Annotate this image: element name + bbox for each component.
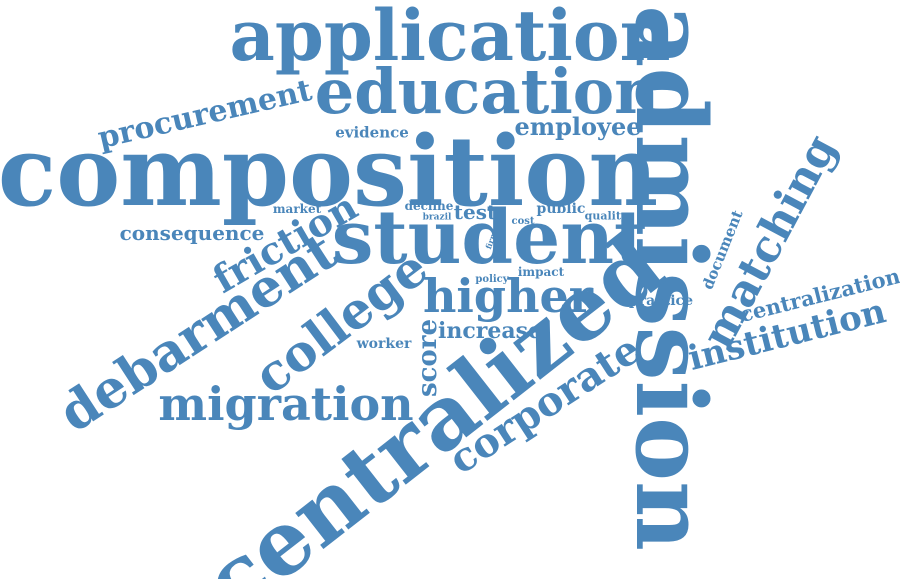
word-worker: worker <box>357 337 412 351</box>
word-consequence: consequence <box>120 223 265 243</box>
